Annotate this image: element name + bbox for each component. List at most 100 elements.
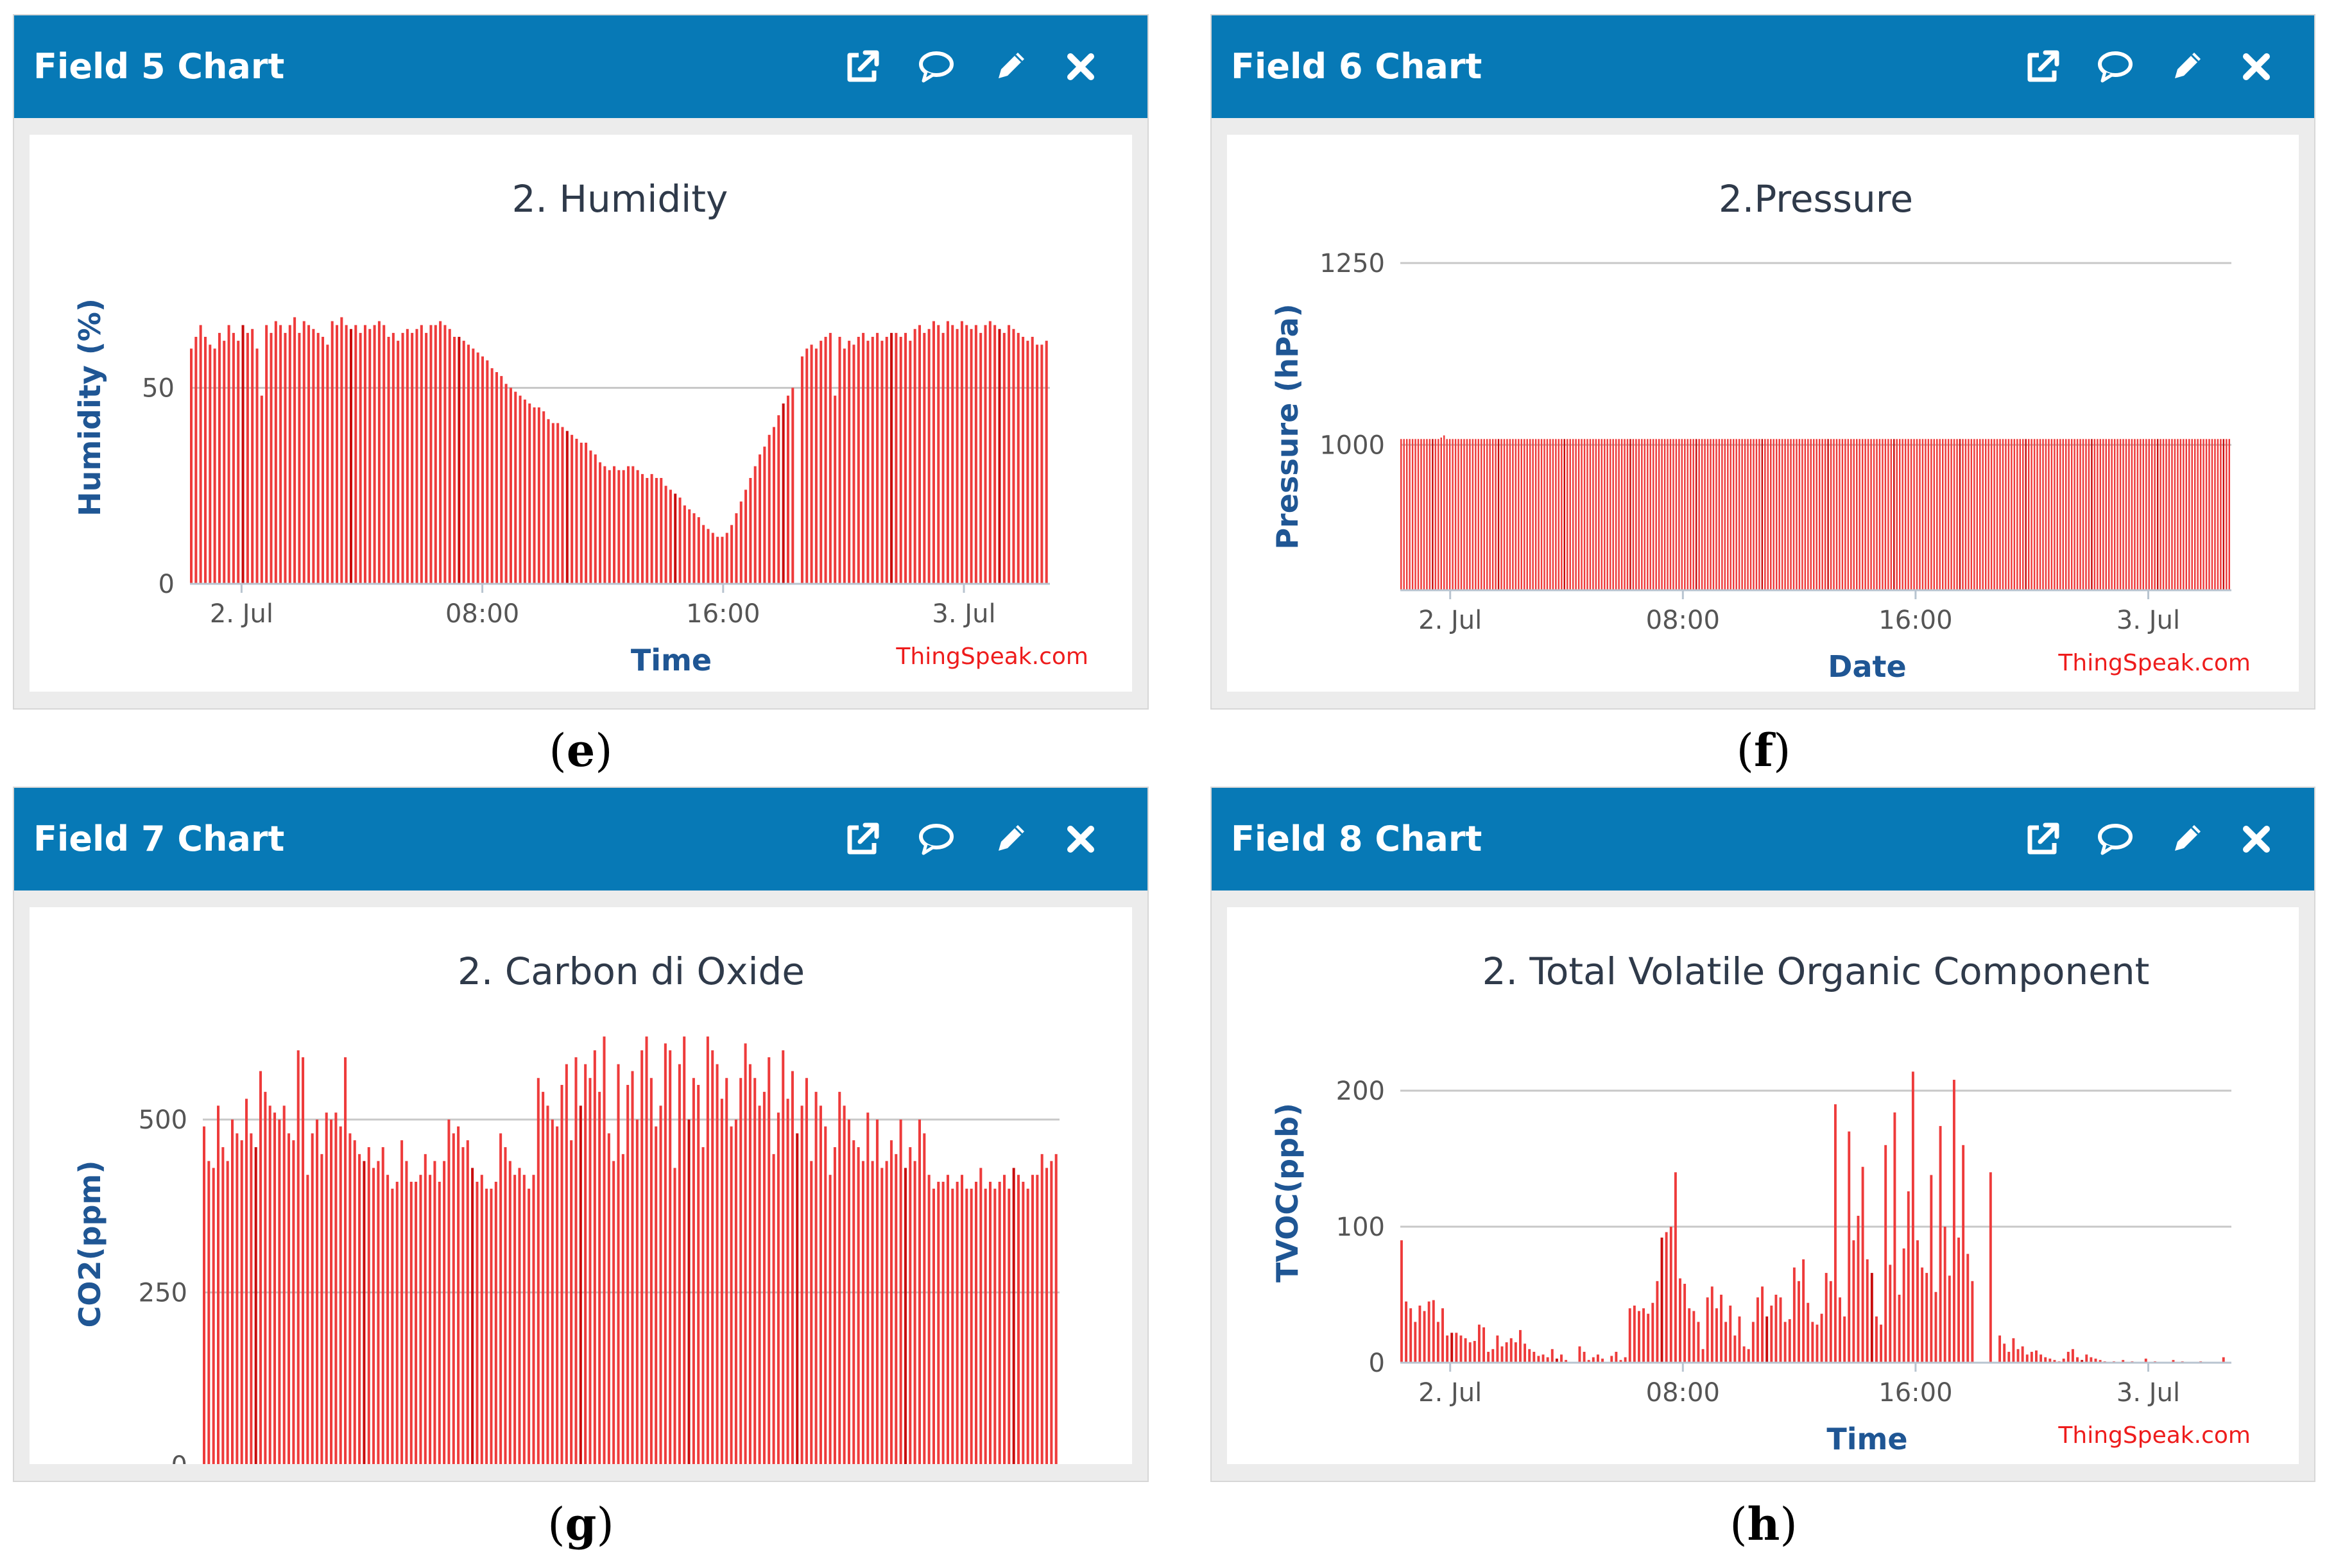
bar bbox=[278, 1119, 281, 1464]
bar bbox=[429, 325, 433, 584]
external-link-icon[interactable] bbox=[842, 819, 883, 860]
pencil-icon[interactable] bbox=[990, 819, 1031, 860]
bar bbox=[739, 501, 743, 584]
bar bbox=[2191, 439, 2193, 590]
bar bbox=[448, 328, 451, 584]
bar bbox=[1701, 1349, 1704, 1363]
bar bbox=[1861, 1166, 1864, 1363]
bar bbox=[979, 332, 983, 584]
bar bbox=[1792, 1267, 1796, 1363]
bar bbox=[1730, 439, 1731, 590]
external-link-icon[interactable] bbox=[2022, 46, 2063, 87]
bar bbox=[1008, 1188, 1011, 1464]
bar bbox=[640, 473, 644, 584]
bar bbox=[829, 1175, 832, 1464]
bar bbox=[2025, 1354, 2029, 1363]
bar bbox=[1638, 1311, 1640, 1363]
bar bbox=[312, 328, 315, 584]
bar bbox=[1512, 439, 1514, 590]
bar bbox=[1481, 439, 1482, 590]
close-icon[interactable] bbox=[2236, 819, 2277, 860]
bar bbox=[1661, 439, 1663, 590]
bar bbox=[2148, 439, 2150, 590]
bar bbox=[697, 1085, 700, 1464]
bar bbox=[1615, 1352, 1618, 1363]
close-icon[interactable] bbox=[1060, 819, 1101, 860]
bar bbox=[1715, 1308, 1718, 1363]
bar bbox=[452, 1133, 455, 1464]
bar bbox=[458, 337, 461, 584]
bar bbox=[1491, 439, 1494, 590]
bar bbox=[1880, 1324, 1883, 1363]
bar bbox=[1870, 1273, 1873, 1363]
bar bbox=[1555, 1358, 1558, 1363]
bar bbox=[1893, 1112, 1896, 1363]
pencil-icon[interactable] bbox=[2166, 819, 2207, 860]
bar bbox=[344, 1057, 347, 1464]
pencil-icon[interactable] bbox=[2166, 46, 2207, 87]
bar bbox=[956, 328, 959, 584]
bar bbox=[1450, 1333, 1454, 1363]
bar bbox=[594, 454, 597, 584]
bar bbox=[207, 1161, 210, 1464]
bar bbox=[1503, 439, 1506, 590]
bar bbox=[1774, 1295, 1778, 1363]
bar bbox=[1604, 439, 1606, 590]
bar bbox=[415, 328, 418, 584]
bar bbox=[1904, 439, 1907, 590]
comment-icon[interactable] bbox=[916, 819, 957, 860]
bar bbox=[631, 466, 635, 584]
bar bbox=[485, 1188, 488, 1464]
bar bbox=[1930, 1175, 1933, 1363]
bar bbox=[518, 1168, 521, 1464]
bar bbox=[523, 399, 526, 584]
pencil-icon[interactable] bbox=[990, 46, 1031, 87]
bar bbox=[1953, 439, 1955, 590]
bar bbox=[951, 1188, 954, 1464]
bar bbox=[348, 1133, 352, 1464]
bar bbox=[1761, 439, 1764, 590]
bar bbox=[1656, 1281, 1659, 1363]
comment-icon[interactable] bbox=[2095, 819, 2136, 860]
bar bbox=[998, 1181, 1001, 1464]
bar bbox=[2144, 1358, 2147, 1363]
bar bbox=[270, 332, 273, 584]
bar bbox=[1796, 439, 1798, 590]
bar bbox=[571, 434, 574, 584]
bar bbox=[542, 411, 545, 584]
bar bbox=[461, 1147, 465, 1464]
y-tick-label: 100 bbox=[1336, 1213, 1385, 1242]
x-tick-label: 08:00 bbox=[445, 599, 519, 629]
bar bbox=[913, 328, 916, 584]
comment-icon[interactable] bbox=[916, 46, 957, 87]
bar bbox=[1561, 439, 1563, 590]
close-icon[interactable] bbox=[1060, 46, 1101, 87]
bar bbox=[1921, 439, 1924, 590]
bar bbox=[293, 317, 296, 584]
bar bbox=[2172, 1359, 2175, 1363]
bar bbox=[1400, 439, 1402, 590]
bar bbox=[1816, 439, 1817, 590]
external-link-icon[interactable] bbox=[842, 46, 883, 87]
bar bbox=[1647, 1313, 1650, 1363]
bar bbox=[2156, 439, 2159, 590]
bar bbox=[1572, 439, 1574, 590]
external-link-icon[interactable] bbox=[2022, 819, 2063, 860]
bar bbox=[1947, 439, 1950, 590]
close-icon[interactable] bbox=[2236, 46, 2277, 87]
bar bbox=[363, 1161, 366, 1464]
bar bbox=[260, 395, 263, 584]
bar bbox=[1798, 1281, 1800, 1363]
bar bbox=[2065, 439, 2067, 590]
bar bbox=[2108, 439, 2110, 590]
bar bbox=[1031, 337, 1034, 584]
bar bbox=[330, 1119, 333, 1464]
bar bbox=[433, 1161, 436, 1464]
bar bbox=[1829, 1281, 1832, 1363]
comment-icon[interactable] bbox=[2095, 46, 2136, 87]
bar bbox=[368, 328, 372, 584]
bar bbox=[1816, 1324, 1819, 1363]
bar bbox=[843, 1105, 846, 1464]
bar bbox=[1595, 439, 1597, 590]
bar bbox=[519, 395, 522, 584]
